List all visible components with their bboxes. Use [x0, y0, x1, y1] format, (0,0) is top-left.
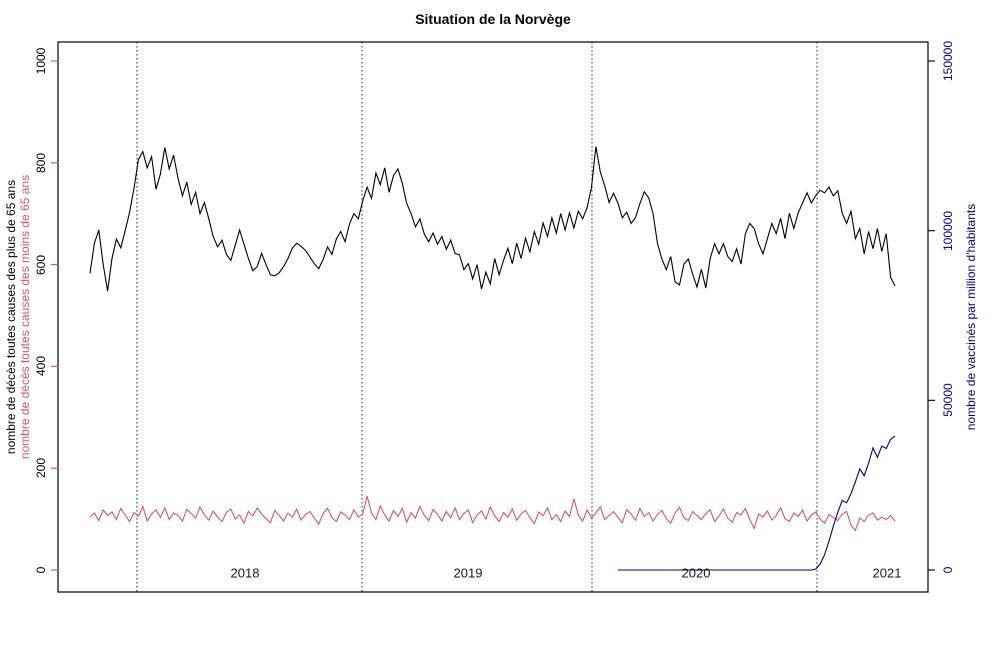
x-year-label-2019: 2019	[453, 565, 483, 581]
right-tick-label-50000: 50000	[941, 383, 955, 418]
left-tick-label-200: 200	[34, 458, 48, 479]
left-tick-label-1000: 1000	[34, 47, 48, 75]
series-line-1-décès-toutes-causes-des-moins-de-65-ans	[89, 496, 896, 532]
plot-box	[57, 41, 929, 593]
right-tick-label-0: 0	[941, 566, 955, 574]
chart-title: Situation de la Norvège	[415, 11, 571, 27]
left-axis-label-under65: nombre de décès toutes causes des moins …	[18, 174, 32, 460]
x-year-label-2018: 2018	[230, 565, 260, 581]
left-tick-label-0: 0	[34, 566, 48, 574]
right-axis-label-vaccinated: nombre de vaccinés par million d'habitan…	[964, 203, 978, 431]
right-tick-label-100000: 100000	[941, 210, 955, 251]
right-tick-label-150000: 150000	[941, 40, 955, 82]
left-tick-label-400: 400	[34, 356, 48, 377]
left-tick-label-600: 600	[34, 254, 48, 275]
left-tick-label-800: 800	[34, 152, 48, 173]
series-line-2-vaccinés-par-million-d'habitants	[617, 435, 896, 571]
series-line-0-décès-toutes-causes-des-plus-de-65-ans	[89, 146, 896, 292]
left-axis-label-over65: nombre de décès toutes causes des plus d…	[4, 179, 18, 455]
x-year-label-2020: 2020	[681, 565, 711, 581]
x-year-label-2021: 2021	[872, 565, 902, 581]
